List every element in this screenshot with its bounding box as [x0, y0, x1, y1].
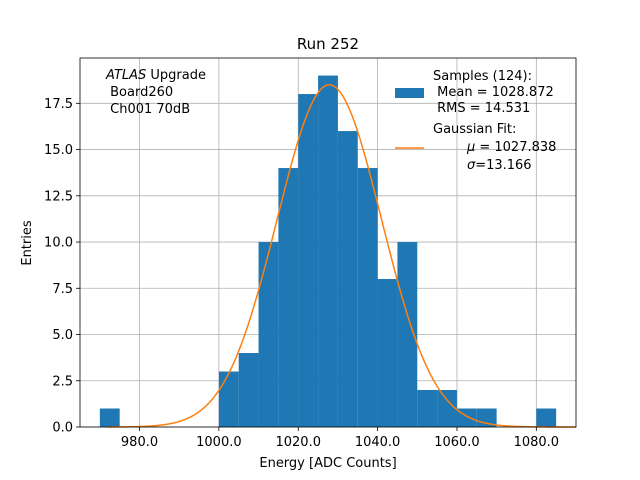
histogram-bar-15 [397, 242, 418, 427]
x-tick-label-5: 1080.0 [514, 435, 560, 450]
histogram-bar-16 [417, 390, 438, 427]
legend: Samples (124): Mean = 1028.872 RMS = 14.… [395, 69, 577, 173]
histogram-bar-11 [318, 75, 338, 428]
histogram-bar-7 [238, 353, 259, 427]
legend-mu-symbol: μ [466, 140, 475, 155]
plot-frame [79, 57, 577, 428]
legend-histogram-rms: RMS = 14.531 [433, 101, 530, 116]
x-tick-label-4: 1060.0 [434, 435, 480, 450]
legend-sigma-symbol: σ [467, 158, 476, 173]
x-tick-label-0: 980.0 [121, 435, 158, 450]
histogram-bar-12 [337, 131, 358, 427]
histogram-bar-9 [278, 168, 299, 428]
legend-fit-line-1: Gaussian Fit: [433, 122, 516, 137]
gaussian-fit-curve [107, 84, 577, 428]
y-axis-label: Entries [20, 220, 35, 266]
histogram-bar-0 [99, 408, 120, 427]
legend-fit-sigma: σ=13.166 [438, 158, 552, 173]
legend-histogram-line-1: Samples (124): [433, 69, 532, 84]
legend-sigma-value: =13.166 [475, 158, 531, 173]
histogram-bar-10 [298, 94, 319, 427]
y-tick-label-0: 0.0 [52, 421, 73, 436]
y-tick-label-6: 15.0 [44, 143, 73, 158]
x-tick-label-2: 1020.0 [275, 435, 321, 450]
y-tick-label-2: 5.0 [52, 328, 73, 343]
annotation-line-2: Board260 [106, 85, 173, 100]
histogram-bar-6 [218, 371, 239, 427]
y-tick-label-7: 17.5 [44, 97, 73, 112]
annotation-line-1: ATLAS Upgrade [105, 68, 206, 83]
histogram-bars [99, 75, 557, 428]
x-tick-label-3: 1040.0 [355, 435, 401, 450]
y-tick-label-5: 12.5 [44, 189, 73, 204]
annotation-upgrade: Upgrade [146, 68, 206, 83]
annotation-box: ATLAS Upgrade Board260 Ch001 70dB [105, 68, 206, 117]
histogram-bar-8 [258, 242, 279, 427]
y-tick-label-3: 7.5 [52, 282, 73, 297]
chart-title: Run 252 [297, 35, 359, 53]
legend-histogram-mean: Mean = 1028.872 [433, 85, 554, 100]
annotation-atlas: ATLAS [105, 68, 146, 83]
x-axis-label: Energy [ADC Counts] [259, 456, 396, 471]
legend-fit-mu: μ = 1027.838 [438, 140, 577, 155]
legend-histogram-swatch [395, 88, 424, 98]
y-tick-label-1: 2.5 [52, 374, 73, 389]
annotation-line-3: Ch001 70dB [106, 102, 190, 117]
histogram-bar-14 [377, 279, 398, 427]
histogram-bar-22 [536, 408, 557, 427]
histogram-bar-13 [357, 168, 378, 428]
y-tick-label-4: 10.0 [44, 236, 73, 251]
legend-mu-value: = 1027.838 [475, 140, 556, 155]
y-axis-ticks: 0.0 2.5 5.0 7.5 10.0 12.5 15.0 17.5 [44, 97, 80, 436]
x-tick-label-1: 1000.0 [196, 435, 242, 450]
x-axis-ticks: 980.0 1000.0 1020.0 1040.0 1060.0 1080.0 [121, 427, 559, 450]
histogram-bar-17 [437, 390, 457, 427]
